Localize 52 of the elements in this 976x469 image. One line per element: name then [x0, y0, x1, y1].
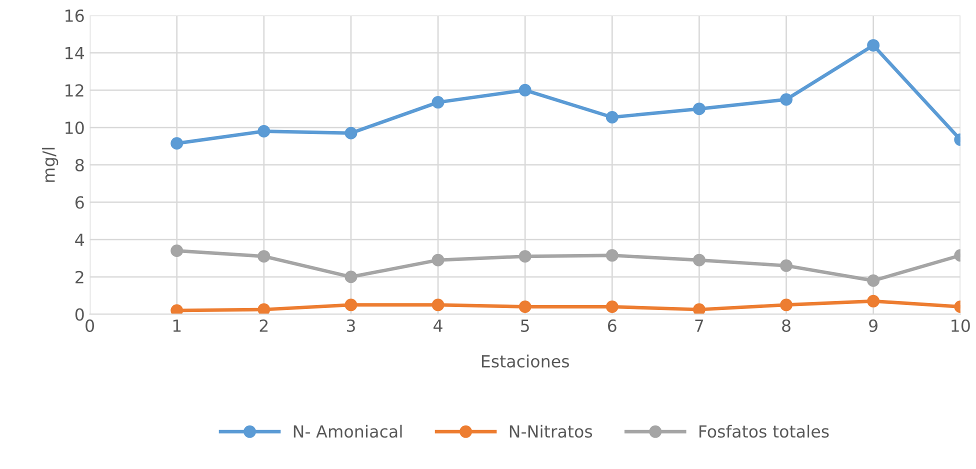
point	[692, 254, 706, 266]
point	[170, 244, 184, 257]
point	[432, 96, 444, 109]
point	[606, 249, 618, 262]
x-tick-label: 10	[952, 319, 970, 332]
x-tick-label: 5	[521, 320, 529, 332]
y-tick-label: 16	[66, 9, 84, 22]
y-tick-label: 0	[75, 308, 84, 321]
point	[518, 84, 532, 96]
point	[432, 298, 444, 312]
legend-label: Fosfatos totales	[700, 424, 829, 438]
point	[780, 93, 793, 106]
legend-label: N- Amoniacal	[294, 424, 402, 438]
point	[432, 254, 444, 266]
point	[170, 304, 184, 314]
x-tick-label: 9	[869, 319, 878, 332]
y-tick-label: 6	[75, 196, 84, 209]
point	[867, 294, 880, 308]
y-tick-label: 14	[66, 47, 84, 60]
x-tick-label: 2	[260, 319, 268, 332]
y-tick-label: 12	[66, 84, 84, 96]
y-tick-label: 4	[75, 234, 84, 246]
point	[518, 250, 532, 263]
point	[606, 110, 618, 124]
y-tick-label: 2	[76, 270, 84, 284]
point	[606, 300, 618, 314]
x-tick-label: 8	[782, 319, 790, 332]
legend-label: N-Nitratos	[510, 424, 592, 438]
point	[780, 298, 793, 312]
x-tick-label: 4	[434, 320, 442, 332]
y-tick-label: 8	[75, 158, 84, 172]
point	[344, 126, 358, 140]
y-axis-title: mg/l	[42, 148, 58, 182]
x-tick-label: 0	[86, 319, 94, 332]
point	[344, 270, 358, 284]
point	[258, 124, 270, 138]
point	[867, 274, 880, 287]
x-tick-label: 1	[173, 320, 181, 332]
y-tick-label: 10	[66, 121, 84, 134]
point	[867, 39, 880, 52]
point	[780, 259, 793, 272]
x-tick-label: 7	[695, 320, 704, 332]
point	[692, 303, 706, 314]
point	[692, 102, 706, 116]
point	[518, 300, 532, 314]
x-tick-label: 6	[608, 319, 616, 332]
point	[258, 303, 270, 314]
x-tick-label: 3	[346, 319, 355, 332]
x-axis-title: Estaciones	[482, 354, 569, 368]
point	[344, 298, 358, 312]
point	[258, 250, 270, 263]
point	[170, 137, 184, 150]
